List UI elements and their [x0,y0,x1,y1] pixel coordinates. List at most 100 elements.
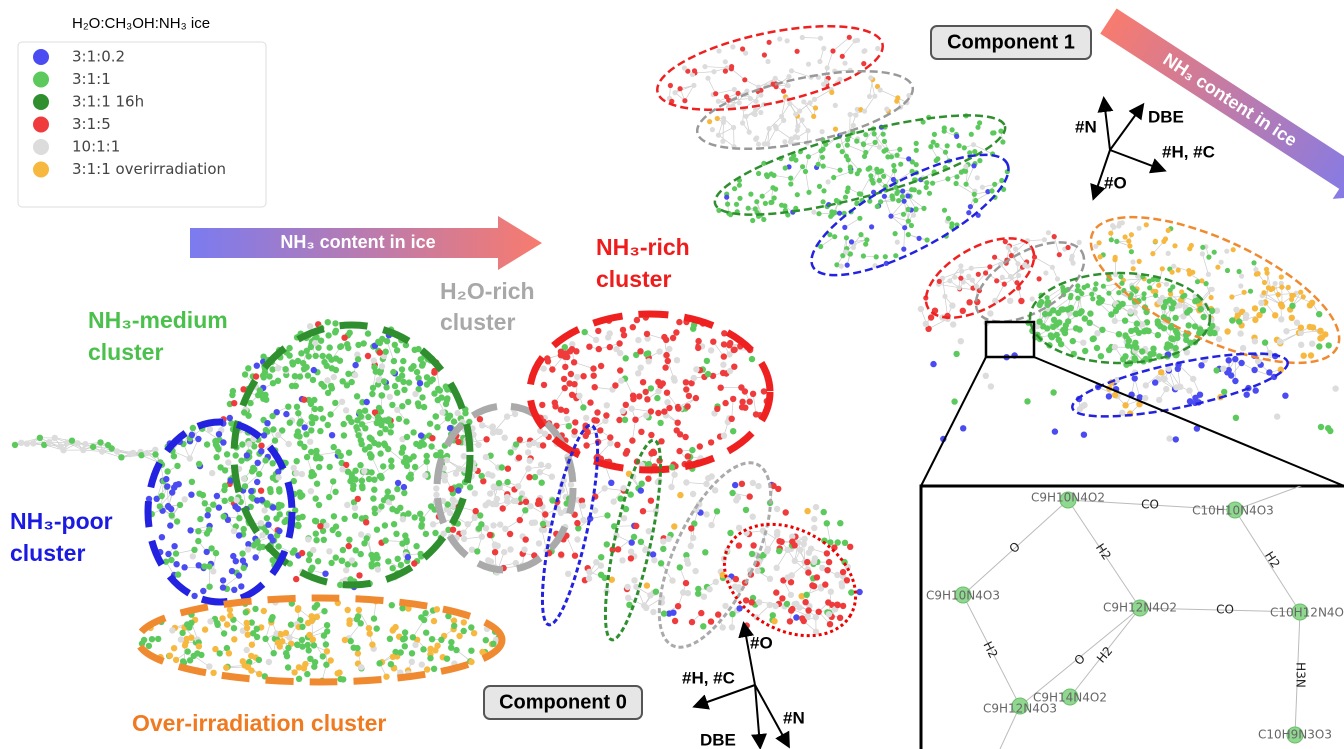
network-node [861,61,867,67]
network-node [656,348,663,355]
network-node [1108,230,1114,236]
node-label: C10H12N4O [1270,606,1344,620]
network-node [98,448,106,455]
network-node [195,643,203,650]
network-node [800,540,807,548]
network-node [700,623,707,630]
network-node [357,413,365,420]
network-node [687,542,694,550]
network-node [1044,325,1051,332]
network-node [829,209,835,215]
network-node [245,440,253,448]
network-node [748,191,754,197]
network-node [306,631,313,639]
network-node [1029,296,1035,302]
outline [134,594,506,686]
network-node [324,421,331,429]
network-node [256,670,263,678]
network-node [848,169,854,175]
network-node [603,541,610,548]
network-node [243,452,251,459]
network-edge [386,341,395,362]
network-node [911,187,917,193]
network-node [382,348,389,355]
network-node [258,442,265,449]
network-node [399,636,407,643]
node [1291,603,1309,621]
network-node [1036,318,1043,325]
network-node [410,429,417,436]
network-node [250,541,258,549]
network-node [636,393,643,400]
network-node [789,605,796,613]
network-node [916,189,922,195]
network-node [248,487,255,495]
network-node [1131,375,1138,382]
network-node [839,53,845,59]
network-node [613,345,620,353]
network-node [403,418,410,425]
network-node [815,608,822,615]
network-node [727,529,734,537]
network-node [1205,271,1211,277]
network-node [341,636,349,644]
network-node [417,432,425,439]
network-node [871,131,877,137]
network-node [616,416,623,424]
network-node [949,127,955,133]
network-node [60,447,67,454]
network-node [927,314,935,321]
network-node [1270,285,1276,292]
network-node [1012,246,1019,252]
network-node [707,347,715,354]
network-node [877,87,883,93]
network-node [695,585,702,593]
network-node [677,491,684,499]
network-node [354,356,362,363]
network-node [820,146,826,152]
network-node [692,394,700,402]
network-node [374,566,382,573]
network-node [405,510,412,517]
network-node [1133,344,1140,351]
network-node [573,348,580,355]
network-node [1136,394,1144,401]
network-node [602,417,609,424]
network-node [1251,260,1257,266]
network-node [629,324,636,331]
network-node [383,338,391,345]
network-edge [707,78,716,94]
network-node [495,480,503,487]
network-node [219,615,226,622]
network-node [647,408,655,415]
network-node [874,203,880,210]
network-edge [1087,285,1100,298]
network-node [468,624,475,631]
network-node [1075,295,1081,301]
network-node [801,99,807,105]
network-node [885,154,891,160]
network-node [385,416,392,423]
network-node [709,127,716,133]
legend-swatch [33,116,49,133]
network-node [354,613,362,620]
network-node [824,65,830,71]
network-node [683,556,691,564]
outline [713,114,1007,216]
network-node [1015,285,1022,291]
network-edge [797,115,809,131]
network-node [1169,269,1175,275]
network-node [170,645,178,652]
network-node [444,386,451,393]
network-node [411,463,419,471]
network-node [715,132,722,138]
network-node [358,440,365,448]
network-node [365,413,372,421]
network-node [210,669,217,676]
network-node [212,549,220,557]
network-node [1097,254,1103,260]
network-node [536,469,543,476]
network-node [830,48,836,54]
network-node [201,626,209,633]
network-node [471,514,478,521]
